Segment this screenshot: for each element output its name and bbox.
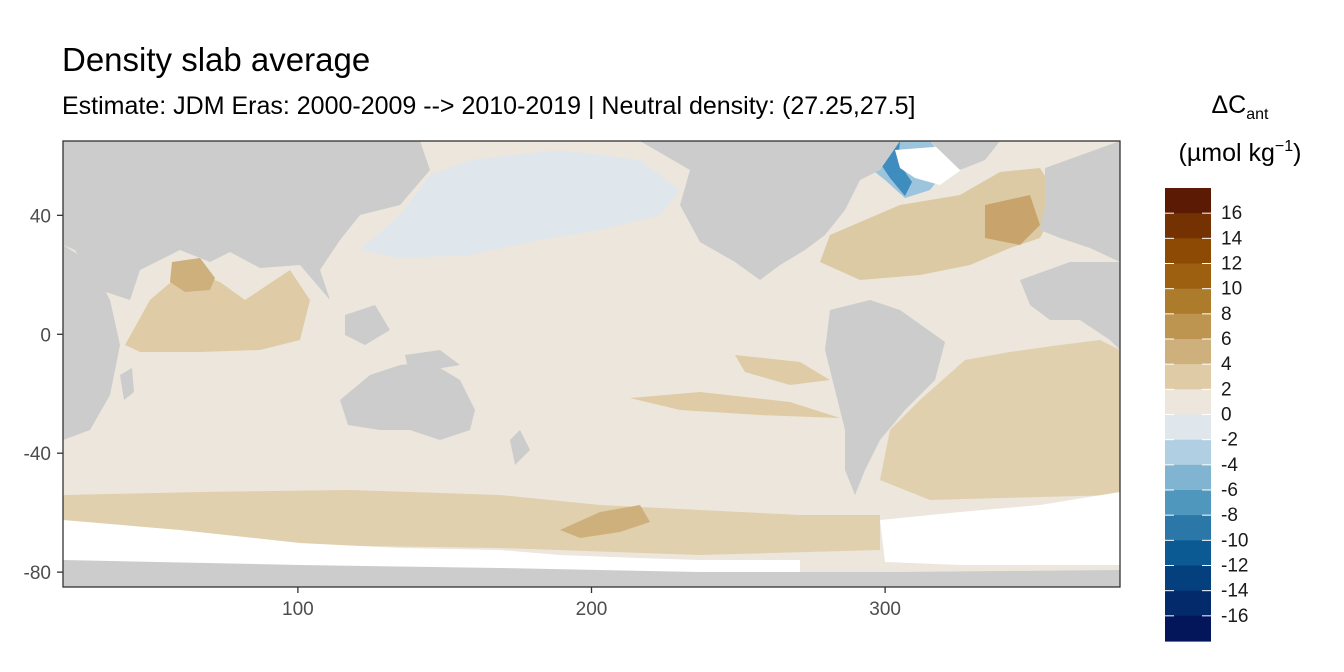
legend-label: 4	[1221, 354, 1232, 375]
legend-label: -8	[1221, 505, 1238, 526]
legend-swatch	[1165, 414, 1211, 441]
arabian-sea-region	[170, 258, 215, 292]
y-tick-label: 40	[30, 206, 51, 227]
y-axis: 40 0 -40 -80	[24, 206, 63, 584]
land-new-guinea	[405, 350, 460, 370]
legend-swatch	[1165, 364, 1211, 390]
y-tick-label: 0	[40, 325, 51, 346]
bay-of-biscay-patch	[985, 195, 1040, 245]
land-africa-west	[63, 245, 120, 440]
land-new-zealand	[510, 430, 530, 465]
legend-label: -12	[1221, 556, 1248, 577]
legend-label: 2	[1221, 379, 1232, 400]
legend-colorbar	[1165, 188, 1211, 642]
south-atlantic-region	[880, 340, 1120, 500]
legend-label: -16	[1221, 606, 1248, 627]
legend-labels: 16 14 12 10 8 6 4 2 0 -2 -4 -6 -8 -10 -12 -14 -16	[1165, 203, 1249, 627]
south-pacific-streak-2	[630, 392, 840, 418]
ross-sea-patch	[560, 505, 650, 538]
legend-label: 10	[1221, 279, 1242, 300]
south-pacific-streak	[735, 355, 830, 385]
land-australia	[340, 362, 475, 440]
land-north-america	[640, 141, 900, 280]
legend-swatch	[1165, 313, 1211, 340]
legend-swatch	[1165, 565, 1211, 592]
legend-swatch	[1165, 590, 1211, 617]
legend-label: -4	[1221, 455, 1238, 476]
legend-swatch	[1165, 540, 1211, 567]
legend-label: -6	[1221, 480, 1238, 501]
north-atlantic-region	[820, 168, 1060, 280]
legend-swatch	[1165, 515, 1211, 541]
legend-unit: (µmol kg−1)	[1179, 138, 1302, 167]
land-borneo	[345, 305, 390, 345]
land-eurasia	[63, 141, 430, 300]
legend-swatch	[1165, 490, 1211, 516]
chart-title: Density slab average	[62, 41, 371, 78]
legend-swatch	[1165, 339, 1211, 365]
map-panel	[63, 141, 1120, 587]
legend-title: ΔCant	[1211, 91, 1269, 123]
antarctic-missing-east	[880, 492, 1120, 565]
legend-swatch	[1165, 615, 1211, 642]
y-tick-label: -40	[24, 444, 51, 465]
legend-swatch	[1165, 263, 1211, 290]
legend-label: 6	[1221, 329, 1232, 350]
legend-swatch	[1165, 188, 1211, 214]
chart-subtitle: Estimate: JDM Eras: 2000-2009 --> 2010-2…	[62, 92, 916, 120]
legend-swatch	[1165, 439, 1211, 466]
legend-label: 14	[1221, 228, 1243, 249]
legend-label: -14	[1221, 581, 1249, 602]
north-pacific-region	[360, 150, 680, 258]
land-masses	[63, 141, 1120, 587]
land-south-america	[825, 300, 945, 495]
legend-label: 16	[1221, 203, 1242, 224]
legend-label: 12	[1221, 254, 1242, 275]
legend-label: -10	[1221, 530, 1248, 551]
land-antarctica	[63, 560, 1120, 587]
x-tick-label: 100	[282, 599, 314, 620]
land-africa-east	[1020, 262, 1120, 350]
legend-swatch	[1165, 464, 1211, 491]
indian-ocean-west	[125, 270, 310, 352]
x-tick-label: 200	[576, 599, 608, 620]
legend-label: -2	[1221, 430, 1238, 451]
legend-swatch	[1165, 288, 1211, 315]
y-tick-label: -80	[24, 563, 51, 584]
legend-label: 0	[1221, 405, 1232, 426]
legend-label: 8	[1221, 304, 1232, 325]
southern-ocean-band	[63, 490, 880, 555]
legend: ΔCant (µmol kg−1) 16 14 12 10 8 6 4 2 0 -2 -4 -6 -8 -…	[1165, 91, 1301, 642]
legend-swatch	[1165, 389, 1211, 416]
land-greenland	[930, 141, 1000, 170]
x-axis: 100 200 300	[282, 587, 901, 620]
legend-swatch	[1165, 238, 1211, 265]
x-tick-label: 300	[869, 599, 901, 620]
land-europe	[1040, 141, 1120, 262]
legend-swatch	[1165, 213, 1211, 239]
land-madagascar	[120, 368, 134, 400]
